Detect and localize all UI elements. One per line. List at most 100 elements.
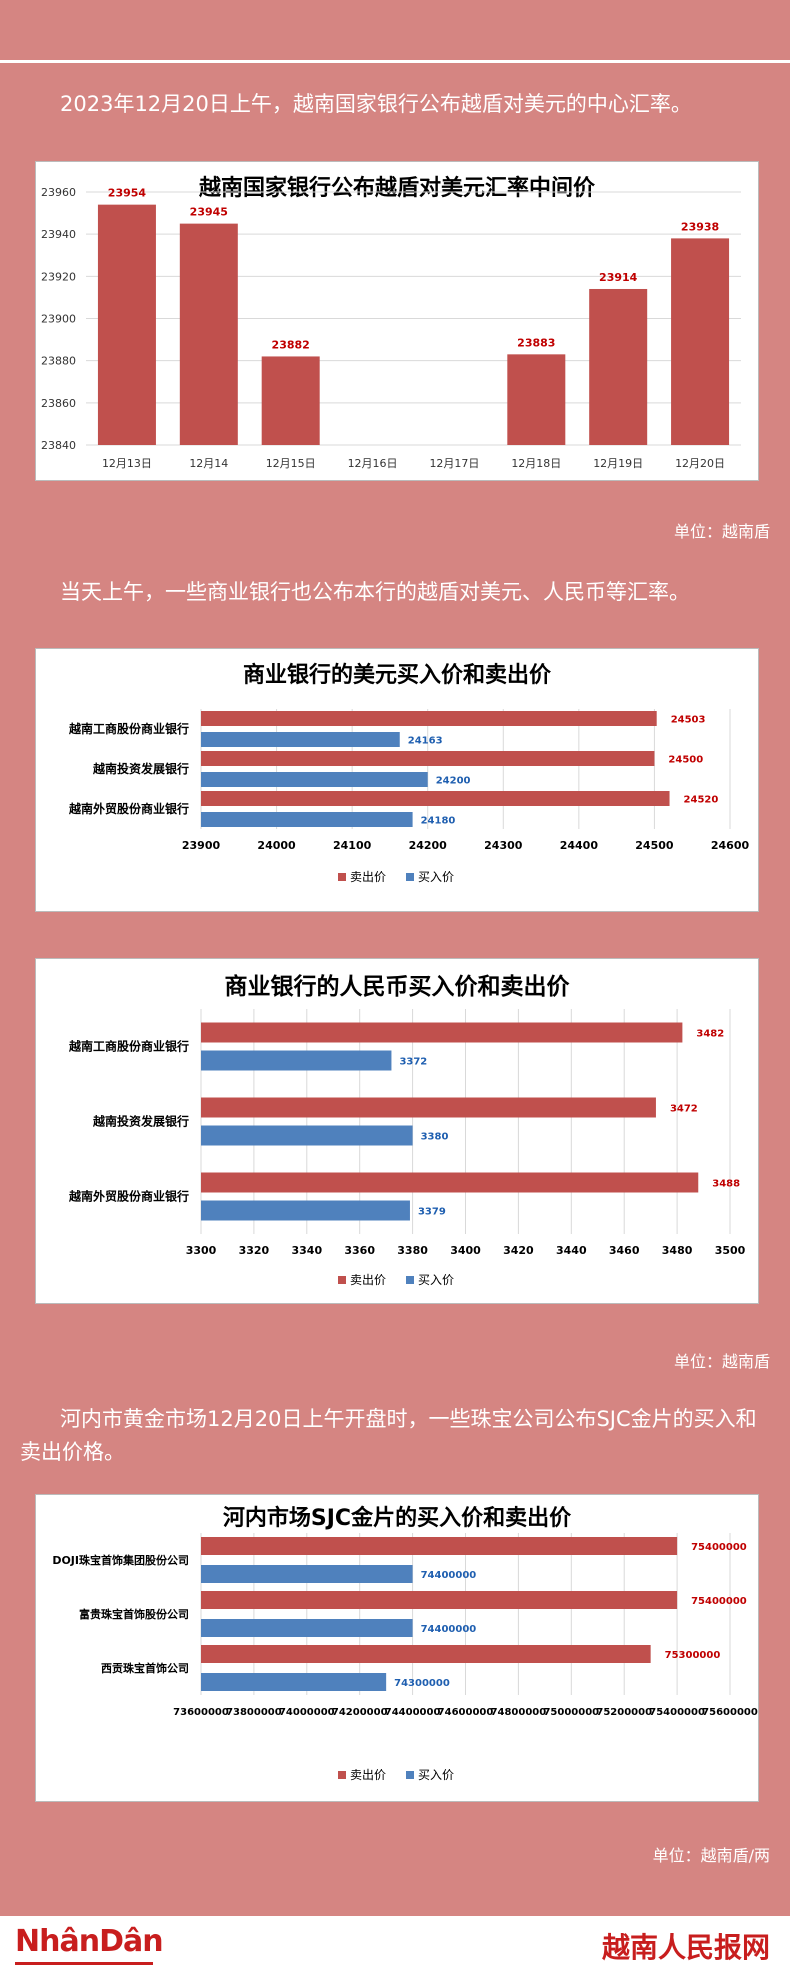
x-tick-label: 3440 <box>556 1244 587 1257</box>
gold-price-chart: 河内市场SJC金片的买入价和卖出价 73600000738000007400000… <box>52 1505 758 1782</box>
buy-bar <box>201 1565 413 1583</box>
bar-value-label: 23883 <box>517 336 555 349</box>
sell-value-label: 24500 <box>668 755 703 766</box>
x-tick-label: 3340 <box>291 1244 322 1257</box>
x-tick-label: 74200000 <box>332 1707 388 1718</box>
renminbao-logo: 越南人民报网 <box>601 1931 770 1964</box>
x-tick-label: 75600000 <box>702 1707 758 1718</box>
bar <box>261 356 320 445</box>
x-tick-label: 3360 <box>344 1244 375 1257</box>
x-tick-label: 12月15日 <box>266 457 316 470</box>
x-tick-label: 12月17日 <box>429 457 479 470</box>
y-tick-label: 23900 <box>41 313 76 326</box>
legend-swatch-sell <box>338 873 346 881</box>
x-tick-label: 24300 <box>484 839 523 852</box>
x-tick-label: 23900 <box>182 839 221 852</box>
cny-rate-chart-card: 商业银行的人民币买入价和卖出价 3300 3320 3340 3360 3380 3400 3… <box>35 958 759 1304</box>
x-tick-label: 3380 <box>397 1244 428 1257</box>
buy-bar <box>201 812 413 827</box>
bar-value-label: 23882 <box>272 338 310 351</box>
top-divider <box>0 60 790 63</box>
sell-bar <box>201 751 655 766</box>
sell-bar <box>201 1591 678 1609</box>
category-label: 越南外贸股份商业银行 <box>68 801 189 816</box>
x-tick-label: 74800000 <box>491 1707 547 1718</box>
legend-swatch-sell <box>338 1771 346 1779</box>
x-tick-label: 24600 <box>711 839 750 852</box>
usd-rate-chart-card: 商业银行的美元买入价和卖出价 23900 24000 24100 24200 24300 2… <box>35 648 759 912</box>
legend-swatch-buy <box>406 873 414 881</box>
y-tick-label: 23920 <box>41 270 76 283</box>
sell-value-label: 24503 <box>671 715 706 726</box>
sell-value-label: 3488 <box>712 1179 740 1190</box>
x-tick-label: 74600000 <box>438 1707 494 1718</box>
legend-label-buy: 买入价 <box>418 1273 454 1287</box>
chart-title: 河内市场SJC金片的买入价和卖出价 <box>223 1505 572 1531</box>
category-label: 富贵珠宝首饰股份公司 <box>79 1607 189 1621</box>
chart-title: 越南国家银行公布越盾对美元汇率中间价 <box>198 175 596 201</box>
buy-value-label: 3380 <box>421 1132 449 1143</box>
sell-value-label: 75300000 <box>665 1650 721 1661</box>
central-rate-chart: 越南国家银行公布越盾对美元汇率中间价 23840 23860 23880 23900 23… <box>41 175 741 470</box>
x-tick-label: 3320 <box>239 1244 270 1257</box>
sell-bar <box>201 791 670 806</box>
x-tick-label: 75000000 <box>543 1707 599 1718</box>
buy-bar <box>201 1200 410 1221</box>
x-tick-label: 12月19日 <box>593 457 643 470</box>
x-tick-label: 12月18日 <box>511 457 561 470</box>
category-label: 越南工商股份商业银行 <box>68 721 189 736</box>
usd-rate-chart: 商业银行的美元买入价和卖出价 23900 24000 24100 24200 24300 2… <box>68 662 750 884</box>
y-tick-label: 23940 <box>41 228 76 241</box>
sell-bar <box>201 1022 683 1043</box>
banks-paragraph: 当天上午，一些商业银行也公布本行的越盾对美元、人民币等汇率。 <box>60 580 690 604</box>
unit-label-2: 单位：越南盾 <box>673 1352 770 1371</box>
x-tick-label: 74400000 <box>385 1707 441 1718</box>
x-tick-label: 12月20日 <box>675 457 725 470</box>
buy-value-label: 74400000 <box>421 1624 477 1635</box>
category-label: DOJI珠宝首饰集团股份公司 <box>52 1553 189 1567</box>
gold-price-chart-card: 河内市场SJC金片的买入价和卖出价 73600000 73800000 7400000… <box>35 1494 759 1802</box>
buy-bar <box>201 1125 413 1146</box>
category-label: 越南投资发展银行 <box>92 1114 189 1129</box>
unit-label-3: 单位：越南盾/两 <box>652 1846 770 1865</box>
category-label: 越南工商股份商业银行 <box>68 1039 189 1054</box>
bar-value-label: 23938 <box>681 220 719 233</box>
legend-swatch-buy <box>406 1276 414 1284</box>
x-tick-label: 73800000 <box>226 1707 282 1718</box>
legend-swatch-sell <box>338 1276 346 1284</box>
buy-value-label: 74300000 <box>394 1678 450 1689</box>
bar <box>671 238 730 445</box>
legend-label-sell: 卖出价 <box>350 870 386 884</box>
y-tick-label: 23860 <box>41 397 76 410</box>
y-tick-label: 23880 <box>41 355 76 368</box>
buy-bar <box>201 1050 392 1071</box>
x-tick-label: 3480 <box>662 1244 693 1257</box>
x-tick-label: 75400000 <box>649 1707 705 1718</box>
buy-bar <box>201 1619 413 1637</box>
legend-label-sell: 卖出价 <box>350 1273 386 1287</box>
sell-bar <box>201 1097 656 1118</box>
central-rate-chart-card: 越南国家银行公布越盾对美元汇率中间价 23840 23860 23880 23900 23… <box>35 161 759 481</box>
buy-bar <box>201 1673 387 1691</box>
bar <box>507 354 566 445</box>
x-tick-label: 12月13日 <box>102 457 152 470</box>
x-tick-label: 24100 <box>333 839 372 852</box>
unit-label-1: 单位：越南盾 <box>673 522 770 541</box>
bar-value-label: 23914 <box>599 271 638 284</box>
x-tick-label: 3300 <box>186 1244 217 1257</box>
x-tick-label: 24000 <box>257 839 296 852</box>
x-tick-label: 24400 <box>560 839 599 852</box>
legend-label-buy: 买入价 <box>418 1768 454 1782</box>
x-tick-label: 75200000 <box>596 1707 652 1718</box>
x-tick-label: 3400 <box>450 1244 481 1257</box>
x-tick-label: 3420 <box>503 1244 534 1257</box>
buy-value-label: 24163 <box>408 736 443 747</box>
sell-bar <box>201 1537 678 1555</box>
bar-value-label: 23954 <box>108 187 147 200</box>
category-label: 越南外贸股份商业银行 <box>68 1189 189 1204</box>
bar <box>589 288 648 445</box>
x-tick-label: 12月16日 <box>348 457 398 470</box>
x-tick-label: 3500 <box>715 1244 746 1257</box>
x-tick-label: 3460 <box>609 1244 640 1257</box>
category-label: 西贡珠宝首饰公司 <box>101 1661 189 1675</box>
